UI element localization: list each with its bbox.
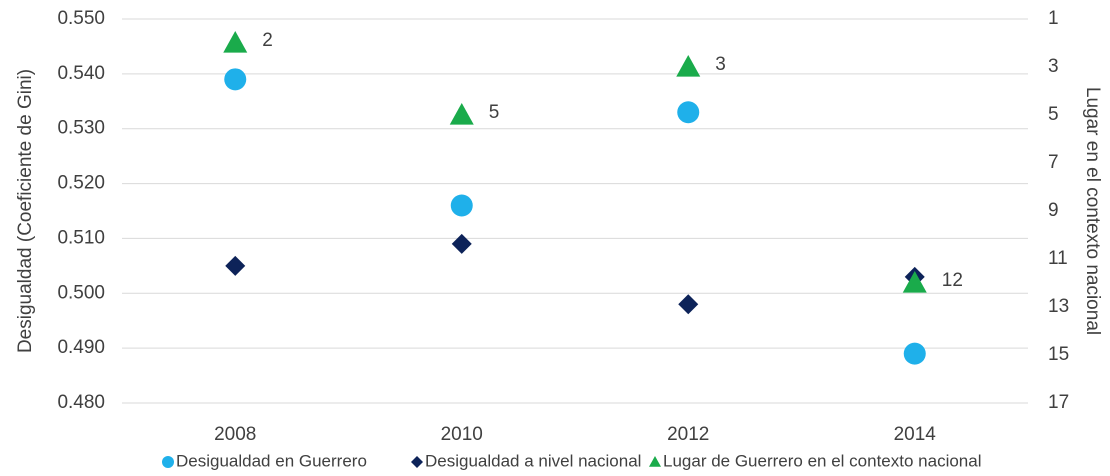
legend-label: Desigualdad a nivel nacional bbox=[425, 451, 641, 470]
y-tick-label: 0.510 bbox=[57, 227, 105, 248]
y2-tick-label: 17 bbox=[1048, 392, 1069, 413]
point bbox=[676, 55, 701, 77]
y2-tick-label: 1 bbox=[1048, 8, 1059, 29]
y-tick-label: 0.550 bbox=[57, 8, 105, 29]
data-label: 12 bbox=[942, 270, 963, 291]
data-label: 2 bbox=[262, 30, 273, 51]
point bbox=[223, 31, 248, 53]
x-tick-label: 2012 bbox=[667, 424, 709, 445]
point bbox=[451, 233, 472, 254]
y2-tick-label: 13 bbox=[1048, 296, 1069, 317]
y2-tick-label: 15 bbox=[1048, 344, 1069, 365]
y2-tick-label: 5 bbox=[1048, 104, 1059, 125]
legend-label: Lugar de Guerrero en el contexto naciona… bbox=[663, 451, 981, 470]
y2-axis-label: Lugar en el contexto nacional bbox=[1082, 87, 1103, 335]
y-axis-label: Desigualdad (Coeficiente de Gini) bbox=[15, 69, 36, 353]
y2-tick-label: 11 bbox=[1048, 248, 1068, 269]
x-tick-label: 2010 bbox=[441, 424, 483, 445]
y-tick-label: 0.520 bbox=[57, 173, 105, 194]
y2-tick-label: 9 bbox=[1048, 200, 1059, 221]
data-label: 3 bbox=[715, 54, 726, 75]
point bbox=[677, 101, 700, 124]
y-tick-label: 0.540 bbox=[57, 63, 105, 84]
y-tick-label: 0.500 bbox=[57, 282, 105, 303]
x-tick-label: 2008 bbox=[214, 424, 256, 445]
y2-tick-label: 3 bbox=[1048, 56, 1059, 77]
point bbox=[678, 294, 699, 315]
y2-tick-label: 7 bbox=[1048, 152, 1059, 173]
point bbox=[903, 342, 926, 365]
y-tick-label: 0.530 bbox=[57, 118, 105, 139]
data-label: 5 bbox=[489, 102, 500, 123]
point bbox=[449, 103, 474, 125]
point bbox=[450, 194, 473, 217]
point bbox=[902, 271, 927, 293]
point bbox=[224, 68, 247, 91]
legend-marker bbox=[162, 456, 174, 468]
y-tick-label: 0.480 bbox=[57, 392, 105, 413]
point bbox=[225, 255, 246, 276]
x-tick-label: 2014 bbox=[894, 424, 937, 445]
legend-marker bbox=[649, 456, 661, 467]
legend-marker bbox=[411, 456, 423, 468]
legend-label: Desigualdad en Guerrero bbox=[176, 451, 367, 470]
y-tick-label: 0.490 bbox=[57, 337, 105, 358]
